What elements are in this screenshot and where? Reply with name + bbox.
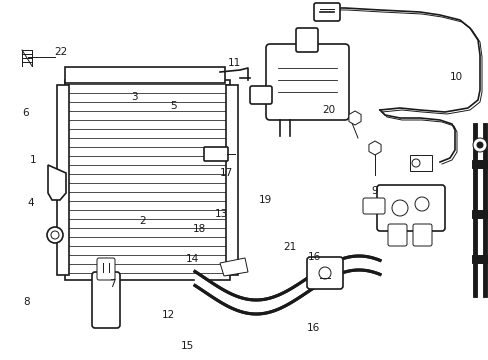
- Text: 13: 13: [215, 209, 228, 219]
- Circle shape: [51, 231, 59, 239]
- Polygon shape: [409, 155, 431, 171]
- Polygon shape: [48, 165, 66, 200]
- Text: 2: 2: [139, 216, 146, 226]
- FancyBboxPatch shape: [265, 44, 348, 120]
- Text: 18: 18: [193, 224, 206, 234]
- Bar: [471, 210, 488, 218]
- Circle shape: [476, 142, 482, 148]
- Text: 22: 22: [54, 47, 67, 57]
- Text: 1: 1: [30, 155, 37, 165]
- Text: 14: 14: [185, 254, 199, 264]
- FancyBboxPatch shape: [362, 198, 384, 214]
- Circle shape: [414, 197, 428, 211]
- Circle shape: [47, 227, 63, 243]
- FancyBboxPatch shape: [92, 272, 120, 328]
- Circle shape: [411, 159, 419, 167]
- Text: 16: 16: [307, 252, 321, 262]
- Bar: [471, 255, 488, 263]
- Circle shape: [472, 138, 486, 152]
- Text: 6: 6: [22, 108, 29, 118]
- Text: 3: 3: [131, 92, 138, 102]
- Text: 5: 5: [170, 101, 177, 111]
- Text: 21: 21: [283, 242, 296, 252]
- Circle shape: [391, 200, 407, 216]
- FancyBboxPatch shape: [387, 224, 406, 246]
- Polygon shape: [220, 258, 247, 276]
- Bar: [65, 67, 224, 83]
- Circle shape: [318, 267, 330, 279]
- Text: 15: 15: [181, 341, 194, 351]
- FancyBboxPatch shape: [295, 28, 317, 52]
- Bar: [225, 85, 238, 275]
- Text: 16: 16: [305, 323, 319, 333]
- FancyBboxPatch shape: [97, 258, 115, 280]
- FancyBboxPatch shape: [306, 257, 342, 289]
- Text: 20: 20: [322, 105, 335, 115]
- Text: 19: 19: [259, 195, 272, 205]
- Text: 7: 7: [109, 279, 116, 289]
- Text: 4: 4: [27, 198, 34, 208]
- FancyBboxPatch shape: [313, 3, 339, 21]
- Text: 9: 9: [371, 186, 378, 196]
- Bar: [471, 160, 488, 168]
- FancyBboxPatch shape: [412, 224, 431, 246]
- FancyBboxPatch shape: [203, 147, 227, 161]
- Text: 8: 8: [23, 297, 30, 307]
- Text: 11: 11: [227, 58, 241, 68]
- Text: 17: 17: [220, 168, 233, 178]
- FancyBboxPatch shape: [249, 86, 271, 104]
- FancyBboxPatch shape: [376, 185, 444, 231]
- Bar: [65, 80, 229, 280]
- Bar: [57, 85, 69, 275]
- Text: 12: 12: [161, 310, 174, 320]
- Text: 10: 10: [449, 72, 462, 82]
